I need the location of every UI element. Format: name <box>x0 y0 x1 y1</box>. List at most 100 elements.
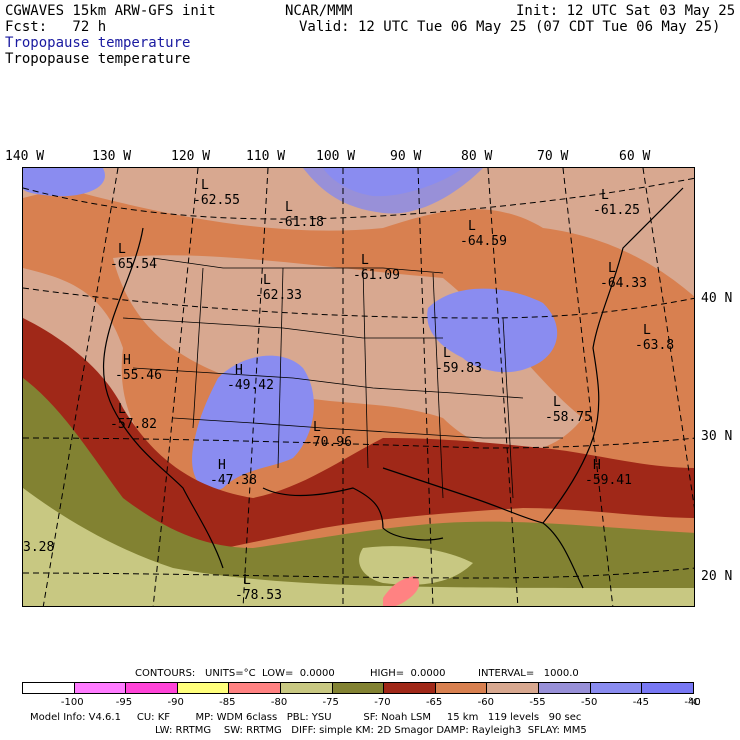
contours-low: LOW= 0.0000 <box>262 668 335 679</box>
colorbar-tick: -40 <box>684 697 701 708</box>
colorbar-swatch <box>539 683 591 693</box>
model-title: CGWAVES 15km ARW-GFS init <box>5 3 216 19</box>
center-type: L <box>118 242 126 257</box>
center-value: -59.83 <box>435 361 482 376</box>
colorbar-tick: -80 <box>270 697 288 708</box>
center-type: H <box>218 458 226 473</box>
colorbar-swatch <box>23 683 75 693</box>
low-center-label: L -78.53 <box>235 573 282 603</box>
center-value: -59.41 <box>585 473 632 488</box>
khaki-gulf <box>359 546 473 585</box>
center-value: -61.18 <box>277 215 324 230</box>
center-type: L <box>243 573 251 588</box>
lon-label: 70 W <box>537 149 569 164</box>
colorbar-swatch <box>177 683 230 693</box>
field-title-1: Tropopause temperature <box>5 35 191 51</box>
colorbar-tick: -70 <box>374 697 391 708</box>
center-type: L <box>553 395 561 410</box>
forecast-hour: Fcst: 72 h <box>5 19 107 35</box>
lat-label: 40 N <box>701 291 733 306</box>
center-value: -47.38 <box>210 473 257 488</box>
center-type: L <box>201 178 209 193</box>
center-value: -65.54 <box>110 257 157 272</box>
center-type: H <box>235 363 243 378</box>
colorbar-tick: -95 <box>115 697 133 708</box>
coastlines <box>103 187 684 589</box>
center-type: L <box>443 346 451 361</box>
colorbar-tick: -90 <box>167 697 184 708</box>
center-value: -62.33 <box>255 288 302 303</box>
colorbar-swatch <box>384 683 436 693</box>
low-center-label: L -70.96 <box>305 420 352 450</box>
low-center-label: L -61.18 <box>277 200 324 230</box>
model-info-line1: Model Info: V4.6.1 CU: KF MP: WDM 6class… <box>30 712 582 723</box>
center-value: -61.25 <box>593 203 640 218</box>
low-center-label: L -61.09 <box>353 253 400 283</box>
center-value: -57.82 <box>110 417 157 432</box>
colorbar-tick: °C <box>688 697 700 708</box>
center-value: -63.8 <box>635 338 675 353</box>
purple-nw <box>23 168 105 197</box>
lon-label: 120 W <box>171 149 211 164</box>
field-title-2: Tropopause temperature <box>5 51 191 67</box>
colorbar-tick: -55 <box>529 697 546 708</box>
center-value: -49.42 <box>227 378 274 393</box>
center-value: -70.96 <box>305 435 352 450</box>
warm-band-north <box>23 168 694 297</box>
khaki-south <box>23 488 694 606</box>
contours-label: CONTOURS: <box>135 668 196 679</box>
center-type: L <box>601 188 609 203</box>
low-center-label: L -64.59 <box>460 219 507 249</box>
center-value: -58.75 <box>545 410 592 425</box>
init-time: Init: 12 UTC Sat 03 May 25 <box>516 3 736 19</box>
low-center-label: L -59.83 <box>435 346 482 376</box>
center-value: -55.46 <box>115 368 162 383</box>
colorbar-swatch <box>435 683 488 693</box>
lon-label: 80 W <box>461 149 493 164</box>
colorbar-tick: -45 <box>632 697 650 708</box>
low-center-label: L -63.8 <box>635 323 674 353</box>
center-type: L <box>285 200 293 215</box>
high-center-label: H -59.41 <box>585 458 632 488</box>
high-center-label: H -49.42 <box>227 363 274 393</box>
center-type: H <box>123 353 131 368</box>
center-value: -64.59 <box>460 234 507 249</box>
colorbar-swatch <box>229 683 282 693</box>
lon-label: 100 W <box>316 149 356 164</box>
low-center-label: L -64.33 <box>600 261 647 291</box>
lon-label: 130 W <box>92 149 132 164</box>
colorbar-tick: -75 <box>322 697 339 708</box>
colorbar-swatch <box>281 683 333 693</box>
center-value: -62.55 <box>193 193 240 208</box>
salmon-patch <box>383 576 420 606</box>
graticule <box>23 168 694 606</box>
state-borders <box>122 257 563 499</box>
low-center-label: L -65.54 <box>110 242 157 272</box>
center-type: L <box>118 402 126 417</box>
high-center-label: H -47.38 <box>210 458 257 488</box>
valid-time: Valid: 12 UTC Tue 06 May 25 (07 CDT Tue … <box>299 19 721 35</box>
colorbar-swatch <box>332 683 385 693</box>
center-value: -78.53 <box>235 588 282 603</box>
center-value: -64.33 <box>600 276 647 291</box>
center-type: L <box>643 323 651 338</box>
lon-label: 90 W <box>390 149 422 164</box>
low-center-label: 3.28 <box>23 540 54 555</box>
purple-north-core <box>323 168 463 197</box>
colorbar-tick: -65 <box>425 697 443 708</box>
low-center-label: L -57.82 <box>110 402 157 432</box>
purple-greatlakes <box>427 288 558 373</box>
lon-label: 140 W <box>5 149 45 164</box>
colorbar-tick: -60 <box>477 697 494 708</box>
colorbar-swatch <box>642 683 693 693</box>
low-center-label: L -62.55 <box>193 178 240 208</box>
forecast-map: L -62.55 L -61.18 L -64.59 L -61.25 L -65.54 L -61.… <box>22 167 695 607</box>
center-type: L <box>468 219 476 234</box>
center-type: H <box>593 458 601 473</box>
colorbar-tick: -100 <box>60 697 84 708</box>
center-type: L <box>361 253 369 268</box>
center-name: NCAR/MMM <box>285 3 353 19</box>
low-center-label: L -62.33 <box>255 273 302 303</box>
colorbar-swatch <box>487 683 540 693</box>
map-canvas <box>23 168 694 606</box>
